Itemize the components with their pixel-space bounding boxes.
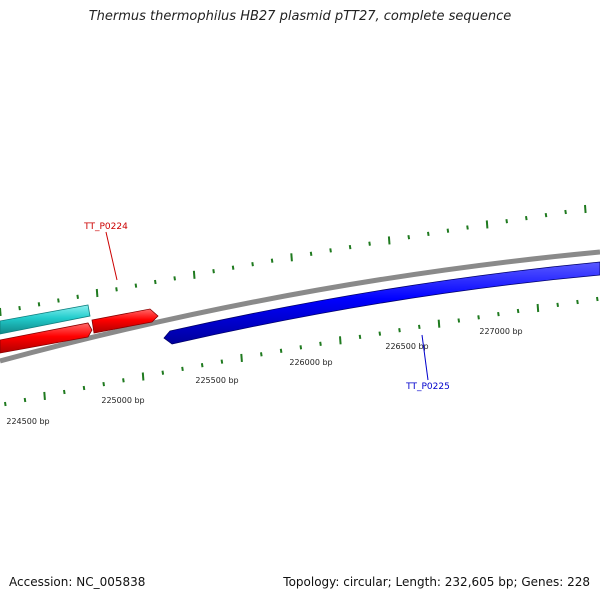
- scale-label: 227000 bp: [479, 327, 522, 336]
- minor-tick: [457, 318, 461, 323]
- minor-tick: [525, 215, 528, 221]
- minor-tick: [102, 381, 105, 387]
- minor-tick: [134, 283, 138, 288]
- minor-tick: [220, 359, 224, 364]
- major-tick: [192, 270, 196, 279]
- gene-arrow-tt-p0225: [163, 261, 600, 345]
- gene-arrow-cyan: [0, 304, 91, 335]
- minor-tick: [544, 212, 548, 218]
- scale-label: 224500 bp: [6, 417, 49, 426]
- minor-tick: [505, 219, 508, 224]
- minor-tick: [348, 244, 352, 250]
- scale-ticks-outer: [4, 296, 599, 407]
- scale-label: 226500 bp: [385, 342, 428, 351]
- major-tick: [141, 372, 145, 381]
- major-tick: [290, 253, 293, 262]
- major-tick: [240, 353, 243, 362]
- minor-tick: [358, 334, 362, 340]
- scale-label: 226000 bp: [289, 358, 332, 367]
- minor-tick: [63, 389, 66, 395]
- scale-label: 225500 bp: [195, 376, 238, 385]
- map-title: Thermus thermophilus HB27 plasmid pTT27,…: [88, 9, 512, 24]
- minor-tick: [477, 315, 480, 320]
- major-tick: [584, 204, 587, 214]
- minor-tick: [309, 251, 313, 256]
- minor-tick: [82, 385, 86, 391]
- major-tick: [437, 319, 441, 328]
- minor-tick: [576, 299, 579, 305]
- gene-label-tt-p0225: TT_P0225: [405, 382, 450, 392]
- scale-label: 225000 bp: [101, 396, 144, 405]
- minor-tick: [446, 228, 450, 233]
- major-tick: [95, 288, 99, 298]
- major-tick: [485, 220, 489, 229]
- minor-tick: [270, 258, 274, 263]
- minor-tick: [122, 378, 125, 383]
- minor-tick: [23, 397, 27, 403]
- major-tick: [0, 307, 2, 317]
- minor-tick: [299, 345, 303, 350]
- minor-tick: [556, 302, 559, 308]
- minor-tick: [161, 370, 165, 375]
- minor-tick: [18, 305, 21, 311]
- minor-tick: [329, 248, 332, 253]
- gene-callout-line-tt-p0224: [105, 231, 118, 281]
- gene-callout-line-tt-p0225: [421, 334, 429, 381]
- minor-tick: [251, 262, 254, 267]
- minor-tick: [564, 209, 567, 215]
- gene-label-tt-p0224: TT_P0224: [83, 222, 128, 232]
- minor-tick: [260, 352, 263, 357]
- minor-tick: [466, 225, 469, 230]
- minor-tick: [57, 298, 60, 303]
- minor-tick: [398, 328, 401, 333]
- minor-tick: [231, 265, 235, 270]
- major-tick: [339, 336, 342, 345]
- minor-tick: [516, 308, 520, 314]
- minor-tick: [407, 235, 411, 240]
- scale-ticks-inner: [0, 204, 587, 317]
- minor-tick: [596, 296, 599, 302]
- minor-tick: [200, 363, 204, 368]
- minor-tick: [173, 276, 176, 281]
- major-tick: [387, 236, 391, 245]
- major-tick: [536, 303, 540, 313]
- gene-arrow-tt-p0224: [91, 308, 159, 334]
- gene-arrow-red-1: [0, 322, 93, 354]
- minor-tick: [37, 302, 41, 307]
- minor-tick: [418, 324, 421, 330]
- major-tick: [43, 391, 46, 400]
- minor-tick: [212, 269, 215, 274]
- minor-tick: [4, 401, 7, 407]
- minor-tick: [378, 331, 382, 336]
- minor-tick: [319, 341, 322, 346]
- minor-tick: [427, 231, 430, 237]
- minor-tick: [115, 287, 118, 292]
- minor-tick: [181, 366, 184, 372]
- minor-tick: [76, 294, 79, 299]
- minor-tick: [497, 311, 500, 317]
- topology-text: Topology: circular; Length: 232,605 bp; …: [283, 575, 590, 589]
- plasmid-backbone: [0, 249, 600, 364]
- minor-tick: [154, 279, 157, 285]
- minor-tick: [368, 241, 371, 246]
- scale-labels: 224500 bp 225000 bp 225500 bp 226000 bp 2265…: [6, 327, 522, 426]
- accession-text: Accession: NC_005838: [9, 575, 146, 589]
- minor-tick: [279, 348, 283, 353]
